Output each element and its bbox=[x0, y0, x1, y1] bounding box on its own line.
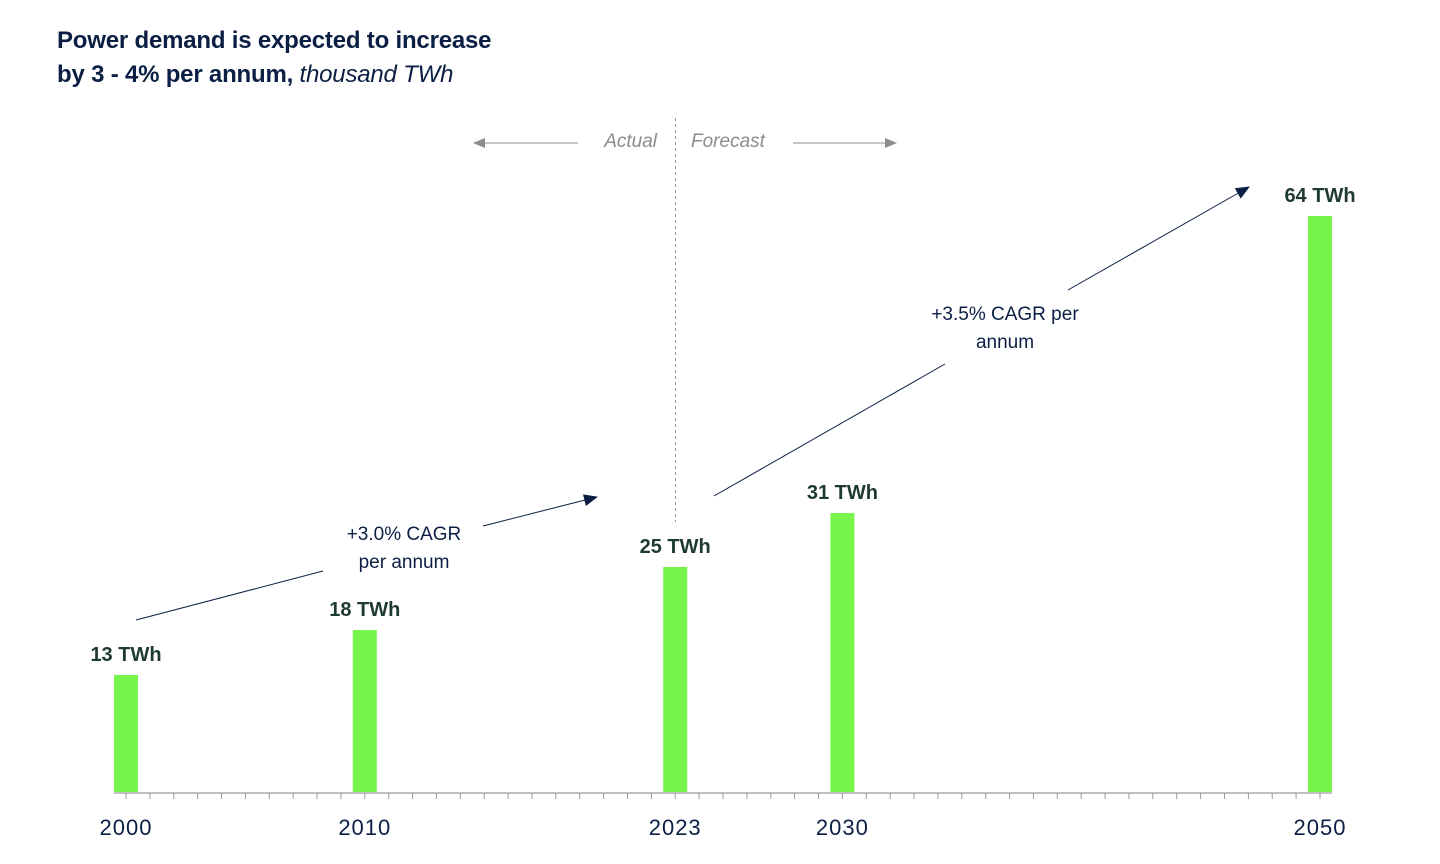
bars-group bbox=[114, 216, 1332, 792]
x-tick-label-2030: 2030 bbox=[816, 815, 869, 840]
bar-2023 bbox=[663, 567, 688, 792]
cagr-actual-label-line2: per annum bbox=[359, 552, 450, 573]
actual-label: Actual bbox=[603, 131, 658, 152]
bar-2050 bbox=[1308, 216, 1332, 792]
cagr-forecast-label-line1: +3.5% CAGR per bbox=[931, 304, 1079, 325]
chart-title-line1: Power demand is expected to increase bbox=[57, 27, 492, 54]
chart-title-line2-bold: by 3 - 4% per annum bbox=[57, 61, 287, 88]
chart-title-separator: , bbox=[286, 61, 294, 88]
chart-title: Power demand is expected to increase by … bbox=[57, 24, 492, 92]
bar-2010 bbox=[352, 630, 377, 792]
x-axis: 2000 2010 2023 2030 2050 bbox=[100, 792, 1347, 840]
forecast-label: Forecast bbox=[691, 131, 766, 152]
x-tick-label-2050: 2050 bbox=[1294, 815, 1347, 840]
cagr-actual-arrow-tail bbox=[135, 570, 324, 621]
data-label-2023: 25 TWh bbox=[640, 536, 711, 558]
x-tick-label-2023: 2023 bbox=[649, 815, 702, 840]
x-tick-label-2010: 2010 bbox=[338, 815, 391, 840]
cagr-actual-arrow-head bbox=[482, 494, 598, 527]
chart-title-line2: by 3 - 4% per annum, thousand TWh bbox=[57, 58, 491, 92]
data-label-2050: 64 TWh bbox=[1284, 185, 1355, 207]
cagr-forecast-arrow-head bbox=[1067, 186, 1250, 291]
bar-2000 bbox=[114, 675, 138, 792]
x-tick-label-2000: 2000 bbox=[100, 815, 153, 840]
bar-labels-group: 13 TWh 18 TWh 25 TWh 31 TWh 64 TWh bbox=[90, 185, 1355, 666]
data-label-2030: 31 TWh bbox=[807, 482, 878, 504]
data-label-2000: 13 TWh bbox=[90, 644, 161, 666]
bar-2030 bbox=[830, 513, 855, 792]
chart-title-unit: thousand TWh bbox=[299, 61, 454, 88]
cagr-forecast-arrow-tail bbox=[713, 363, 946, 497]
data-label-2010: 18 TWh bbox=[329, 599, 400, 621]
cagr-actual-label-line1: +3.0% CAGR bbox=[347, 524, 462, 545]
cagr-forecast-label-line2: annum bbox=[976, 332, 1034, 353]
